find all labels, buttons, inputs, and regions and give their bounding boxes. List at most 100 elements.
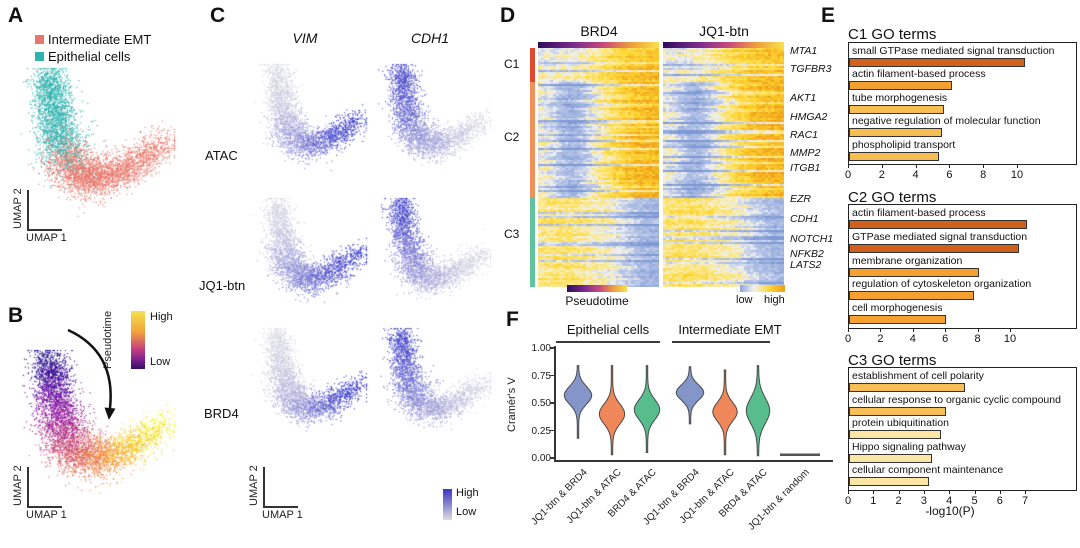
umap-panel-a-canvas [0, 56, 190, 256]
go-term-bar [849, 477, 929, 487]
gene-label-tgfbr3: TGFBR3 [790, 63, 832, 75]
pseudotime-scalebar [567, 285, 627, 292]
gene-column-title-cdh1: CDH1 [410, 30, 450, 46]
panel-a-y-axis-line [27, 190, 29, 230]
violin-group-underline-epithelial [556, 341, 660, 343]
go-axis-tick-label: 4 [912, 169, 919, 181]
violin-group-title-emt: Intermediate EMT [678, 322, 782, 337]
panel-c-y-axis-line [263, 467, 265, 507]
go-axis-tick-label: 2 [878, 169, 885, 181]
violin-y-tick-label: 1.00 [531, 343, 551, 354]
panel-b-letter: B [8, 304, 24, 327]
violin-shape [598, 365, 626, 456]
go-axis-tick-label: 7 [1022, 495, 1029, 507]
go-term-label: establishment of cell polarity [852, 370, 984, 382]
cluster-label-c2: C2 [504, 130, 520, 144]
gene-label-mmp2: MMP2 [790, 147, 821, 159]
violin-y-tickmark [550, 429, 554, 432]
heatmap-pseudotime-strip-brd4 [538, 42, 659, 48]
gene-label-hmga2: HMGA2 [790, 111, 828, 123]
violin-shape [675, 366, 705, 425]
heatmap-brd4-canvas [538, 48, 659, 287]
go-axis-tick-label: 10 [1010, 169, 1024, 181]
go-axis-tick-label: 6 [946, 169, 953, 181]
go-term-bar [849, 151, 939, 161]
feature-plot-cdh1-jq1btn-canvas [366, 192, 494, 322]
go-chart-title-c3: C3 GO terms [848, 352, 937, 369]
feature-plot-vim-atac-canvas [242, 58, 370, 188]
go-term-bar [849, 58, 1025, 67]
gene-label-akt1: AKT1 [790, 92, 817, 104]
go-term-label: regulation of cytoskeleton organization [852, 278, 1032, 291]
go-axis-tickmark [848, 164, 849, 168]
go-axis-tick-label: 5 [971, 495, 978, 507]
panel-c-x-axis-line [263, 506, 298, 508]
go-axis-tickmark [999, 490, 1001, 494]
violin-y-tick-label: 0.50 [531, 398, 551, 409]
pseudotime-scalebar-label: Pseudotime [565, 294, 629, 308]
expression-scalebar-high: high [764, 294, 785, 306]
go-term-bar [849, 430, 942, 440]
go-axis-tickmark [945, 328, 947, 332]
go-x-axis-label: -log10(P) [925, 504, 975, 518]
go-axis-tick-label: 1 [870, 495, 877, 507]
gene-label-mta1: MTA1 [790, 45, 818, 57]
go-term-label: actin filament-based process [852, 207, 986, 219]
panel-b-y-axis-line [27, 467, 29, 507]
go-term-bar [849, 406, 947, 416]
go-axis-tickmark [912, 328, 914, 332]
legend-item-intermediate-emt: Intermediate EMT [35, 31, 151, 48]
go-term-bar [849, 220, 1028, 229]
go-term-label: Hippo signaling pathway [852, 440, 966, 453]
legend-label: Intermediate EMT [48, 32, 152, 47]
go-axis-tickmark [983, 164, 985, 168]
heatmap-title-jq1btn: JQ1-btn [699, 23, 749, 39]
go-axis-tickmark [915, 164, 917, 168]
go-axis-tick-label: 3 [920, 495, 927, 507]
go-axis-tick-label: 0 [844, 495, 852, 507]
go-term-label: cellular response to organic cyclic comp… [852, 393, 1061, 406]
go-axis-tickmark [898, 490, 900, 494]
gene-label-nfkb2: NFKB2 [790, 248, 824, 260]
go-axis-tick-label: 6 [996, 495, 1003, 507]
violin-group-underline-emt [672, 341, 770, 343]
heatmap-pseudotime-strip-jq1btn [663, 42, 784, 48]
go-chart-box-c2: actin filament-based process GTPase media… [848, 204, 1077, 329]
panel-b-y-axis-label: UMAP 2 [12, 465, 24, 507]
cluster-label-c3: C3 [504, 227, 520, 241]
cluster-sidebar-c2 [530, 82, 535, 197]
cluster-label-c1: C1 [504, 57, 520, 71]
umap-panel-b-canvas [0, 338, 190, 513]
violin-x-axis-line [554, 460, 833, 462]
panel-a-y-axis-label: UMAP 2 [12, 188, 24, 230]
go-term-label: cell morphogenesis [852, 302, 943, 315]
panel-c-letter: C [210, 4, 226, 27]
go-term-bar [849, 291, 974, 301]
violin-group-title-epithelial: Epithelial cells [566, 322, 650, 337]
panel-a-x-axis-label: UMAP 1 [26, 232, 67, 244]
violin-y-axis-label: Cramér's V [506, 377, 518, 433]
violin-y-tick-label: 0.75 [531, 370, 551, 382]
go-term-bar [849, 243, 1020, 253]
go-axis-tick-label: 8 [974, 333, 981, 345]
gene-label-cdh1: CDH1 [790, 213, 819, 225]
violin-shape [712, 369, 738, 456]
expression-high-label: High [456, 487, 479, 499]
go-axis-tickmark [848, 490, 849, 494]
go-term-bar [849, 453, 933, 463]
gene-label-lats2: LATS2 [790, 259, 822, 271]
go-term-label: negative regulation of molecular functio… [852, 115, 1041, 128]
panel-e-letter: E [821, 4, 836, 27]
feature-plot-cdh1-brd4-canvas [366, 322, 494, 452]
go-term-label: cellular component maintenance [852, 464, 1004, 477]
expression-colorbar [443, 489, 452, 520]
go-axis-tick-label: 6 [942, 333, 949, 345]
assay-row-label-brd4: BRD4 [204, 406, 239, 421]
panel-d-letter: D [500, 4, 516, 27]
go-axis-tickmark [1010, 328, 1011, 332]
gene-label-notch1: NOTCH1 [790, 233, 834, 245]
feature-plot-vim-jq1btn-canvas [242, 192, 370, 322]
go-axis-tickmark [881, 164, 883, 168]
go-axis-tick-label: 0 [844, 169, 852, 181]
